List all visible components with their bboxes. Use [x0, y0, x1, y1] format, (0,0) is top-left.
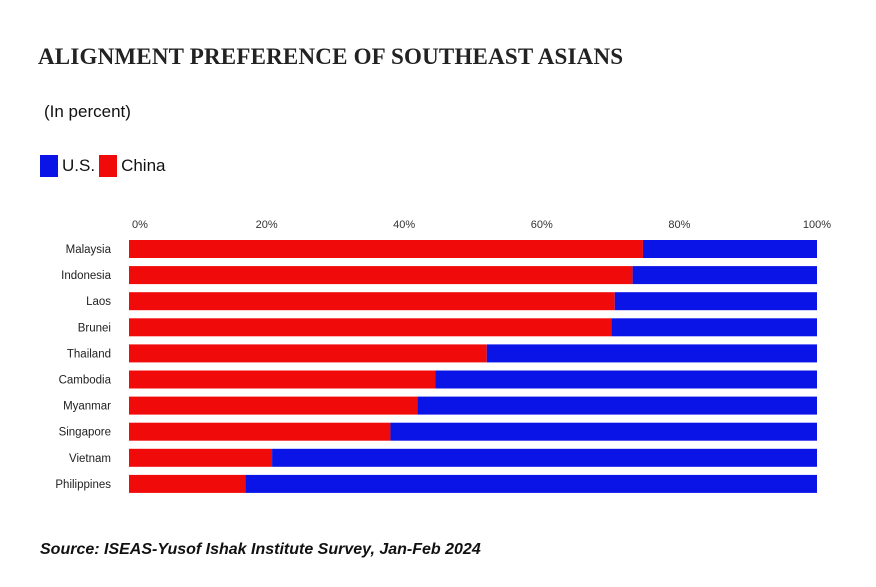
bar-u-s--myanmar [417, 396, 817, 415]
bar-china-thailand [129, 344, 487, 363]
x-tick-label: 100% [803, 219, 831, 231]
category-label: Brunei [78, 322, 111, 334]
category-label: Thailand [67, 348, 111, 360]
bar-china-philippines [129, 474, 246, 493]
bar-china-myanmar [129, 396, 418, 415]
bar-china-laos [129, 292, 615, 311]
bar-china-vietnam [129, 448, 273, 467]
x-tick-label: 40% [393, 219, 415, 231]
bar-china-indonesia [129, 266, 633, 285]
x-tick-label: 60% [531, 219, 553, 231]
chart-title: ALIGNMENT PREFERENCE OF SOUTHEAST ASIANS [38, 44, 624, 69]
bar-u-s--indonesia [632, 266, 817, 285]
source-note: Source: ISEAS-Yusof Ishak Institute Surv… [40, 541, 481, 558]
bar-china-cambodia [129, 370, 436, 389]
category-label: Myanmar [63, 401, 111, 413]
category-label: Singapore [59, 427, 111, 439]
category-label: Laos [86, 296, 111, 308]
bar-u-s--thailand [486, 344, 817, 363]
bar-u-s--singapore [390, 422, 817, 441]
category-label: Vietnam [69, 453, 111, 465]
bar-u-s--brunei [611, 318, 817, 337]
bar-china-brunei [129, 318, 612, 337]
bar-u-s--philippines [245, 474, 818, 493]
bar-u-s--malaysia [642, 240, 817, 258]
legend-label-us: U.S. [62, 156, 96, 175]
legend-label-china: China [121, 156, 166, 175]
bar-china-malaysia [129, 240, 643, 258]
bar-u-s--vietnam [272, 448, 817, 467]
category-label: Indonesia [61, 270, 111, 282]
x-tick-label: 0% [132, 219, 148, 231]
chart-subtitle: (In percent) [44, 102, 131, 121]
category-label: Cambodia [59, 375, 112, 387]
legend: U.S. China [40, 155, 169, 177]
category-label: Malaysia [66, 244, 112, 256]
legend-swatch-us [40, 155, 58, 177]
bar-u-s--cambodia [435, 370, 817, 389]
x-tick-label: 80% [668, 219, 690, 231]
category-label: Philippines [55, 479, 111, 491]
bar-china-singapore [129, 422, 391, 441]
legend-swatch-china [99, 155, 118, 177]
x-tick-label: 20% [256, 219, 278, 231]
bar-u-s--laos [614, 292, 817, 311]
